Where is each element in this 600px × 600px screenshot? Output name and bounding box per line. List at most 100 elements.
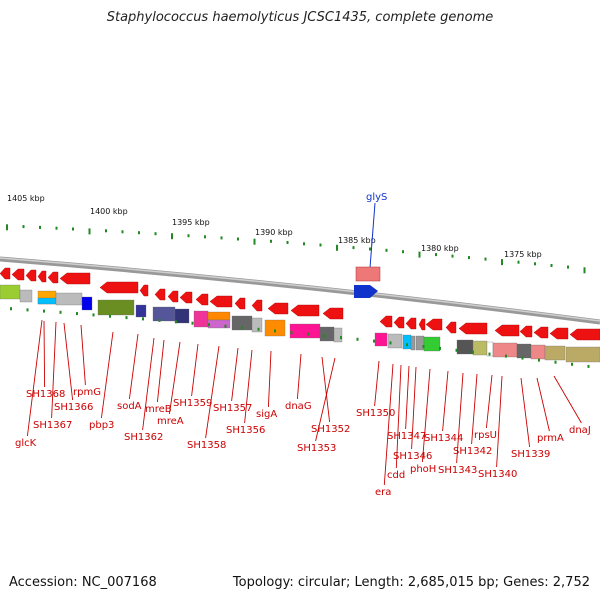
gene-arrow [167, 290, 179, 303]
gene-block [251, 317, 263, 333]
gene-block [530, 344, 546, 360]
gene-arrow [418, 318, 426, 331]
leader-line-dnag [296, 353, 302, 400]
bottom-tick [59, 310, 62, 314]
bottom-dots [10, 307, 590, 368]
ruler-label: 1385 kbp [338, 236, 376, 245]
gene-block [319, 326, 335, 342]
gene-block [402, 334, 412, 350]
gene-block [0, 284, 21, 300]
leader-line-sh1357 [231, 347, 239, 402]
leader-line-sh1356 [244, 349, 253, 424]
backbone-highlight [0, 257, 600, 322]
genome-title: Staphylococcus haemolyticus JCSC1435, co… [106, 10, 494, 25]
gene-arrow [425, 318, 443, 331]
ruler-tick [270, 239, 272, 243]
gene-label-cdd: cdd [387, 470, 405, 481]
bottom-tick [208, 323, 210, 327]
gene-arrow [519, 325, 533, 338]
gene-arrow [405, 317, 417, 330]
gene-arrow [251, 299, 263, 312]
leader-line-sh1346 [411, 366, 417, 450]
ruler-tick [22, 225, 25, 229]
genome-backbone [0, 256, 600, 325]
top-gene-glys: glyS [354, 192, 387, 298]
bottom-tick [191, 321, 194, 325]
gene-block [264, 319, 286, 337]
gene-rows [0, 267, 600, 363]
bottom-tick [257, 327, 260, 331]
bottom-tick [571, 362, 573, 366]
gene-label-mreb: mreB [145, 404, 172, 415]
gene-label-era: era [375, 487, 391, 498]
gene-block [289, 323, 321, 339]
bottom-tick [488, 352, 491, 356]
gene-arrow [195, 293, 209, 306]
leader-line-siga [267, 350, 272, 408]
leader-line-sh1342 [471, 373, 478, 445]
gene-label-sh1368: SH1368 [26, 389, 65, 400]
ruler-tick [154, 232, 157, 236]
gene-block [472, 340, 488, 356]
gene-arrow [25, 269, 37, 282]
gene-label-sh1366: SH1366 [54, 402, 93, 413]
ruler-label: 1405 kbp [7, 194, 45, 203]
gene-block [193, 310, 209, 328]
leader-line-cdd [395, 364, 402, 469]
gene-arrow [290, 304, 320, 317]
gene-arrow [47, 271, 59, 284]
gene-arrow [549, 327, 569, 340]
bottom-tick [76, 312, 78, 316]
leader-line-soda [128, 333, 139, 400]
gene-label-phoh: phoH [410, 464, 436, 475]
leader-line-sh1367 [51, 321, 57, 419]
gene-label-sh1352: SH1352 [311, 424, 350, 435]
glys-label: glyS [366, 192, 387, 203]
leader-line-sh1352 [321, 356, 331, 423]
ruler-tick [402, 250, 404, 254]
glys-leader-line [369, 202, 376, 269]
gene-block [374, 332, 388, 347]
ruler-label: 1380 kbp [421, 244, 459, 253]
bottom-tick [142, 317, 144, 321]
gene-label-sh1346: SH1346 [393, 451, 432, 462]
gene-arrow [209, 295, 233, 308]
gene-arrow [0, 267, 11, 280]
ruler-tick [220, 236, 223, 240]
gene-label-soda: sodA [117, 401, 142, 412]
gene-arrow [445, 321, 457, 334]
gene-block [565, 346, 600, 363]
gene-block [55, 292, 83, 306]
gene-block [456, 339, 474, 355]
gene-label-prma: prmA [537, 433, 564, 444]
bottom-tick [406, 343, 408, 347]
bottom-tick [307, 332, 309, 336]
gene-block [423, 336, 441, 352]
ruler-tick [303, 242, 305, 246]
accession-text: Accession: NC_007168 [9, 575, 157, 590]
leader-line-sh1353 [315, 357, 336, 442]
bottom-tick [356, 337, 359, 341]
bottom-tick [175, 320, 177, 324]
ruler-tick [187, 234, 190, 238]
gene-label-sh1358: SH1358 [187, 440, 226, 451]
ruler-dots [6, 224, 586, 274]
leader-line-sh1358 [205, 345, 220, 439]
ruler-tick [418, 251, 421, 258]
gene-label-sh1356: SH1356 [226, 425, 265, 436]
leader-line-mrea [168, 341, 181, 415]
leader-line-sh1347 [405, 365, 410, 430]
leader-line-sh1344 [442, 370, 449, 432]
gene-block [387, 333, 403, 349]
ruler-tick [352, 246, 355, 250]
gene-arrow [99, 281, 139, 294]
ruler-tick [6, 224, 8, 231]
ruler-tick [501, 259, 503, 266]
bottom-tick [43, 309, 45, 313]
gene-label-sh1362: SH1362 [124, 432, 163, 443]
gene-arrow [11, 268, 25, 281]
gene-label-sh1339: SH1339 [511, 449, 550, 460]
leader-line-dnaj [553, 375, 582, 424]
bottom-tick [274, 329, 276, 333]
bottom-tick [505, 354, 507, 358]
